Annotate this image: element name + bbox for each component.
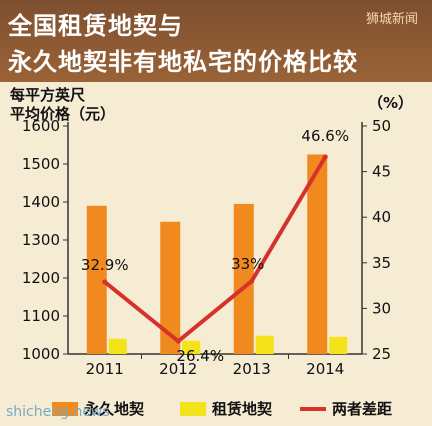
left-tick-label: 1600 <box>22 117 60 135</box>
line-gap <box>103 155 327 344</box>
title-banner: 全国租赁地契与 永久地契非有地私宅的价格比较 狮城新闻 <box>0 0 432 82</box>
chart-title-line-1: 全国租赁地契与 <box>8 12 183 40</box>
bar-leasehold <box>255 335 274 354</box>
legend-label-leasehold: 租赁地契 <box>212 400 273 418</box>
x-tick-label: 2014 <box>306 360 344 378</box>
right-tick-label: 45 <box>372 163 391 181</box>
left-tick-label: 1300 <box>22 231 60 249</box>
left-axis-label: 每平方英尺 平均价格（元） <box>10 86 115 124</box>
bar-freehold <box>307 154 328 354</box>
line-point-gap <box>175 338 181 344</box>
bar-freehold <box>160 221 181 354</box>
x-tick-label: 2011 <box>86 360 124 378</box>
legend-swatch-freehold <box>52 401 78 416</box>
chart-title-line-2: 永久地契非有地私宅的价格比较 <box>8 48 358 76</box>
data-label-gap: 32.9% <box>81 256 129 274</box>
data-label-gap: 26.4% <box>176 347 224 365</box>
legend-item-freehold: 永久地契 <box>52 398 144 419</box>
site-watermark: shicheng.news <box>6 404 110 420</box>
line-point-gap <box>102 279 108 285</box>
legend-swatch-leasehold <box>180 401 206 416</box>
right-tick-label: 50 <box>372 117 391 135</box>
right-axis-label: （%） <box>368 94 414 112</box>
legend-label-gap: 两者差距 <box>332 400 393 418</box>
right-tick-label: 30 <box>372 299 391 317</box>
left-axis-label-text: 每平方英尺 平均价格（元） <box>10 86 116 123</box>
line-point-gap <box>249 278 255 284</box>
data-label-gap: 46.6% <box>301 127 349 145</box>
legend-label-freehold: 永久地契 <box>84 400 145 418</box>
bar-leasehold <box>108 338 127 354</box>
bar-freehold <box>233 203 254 354</box>
legend: 永久地契 租赁地契 两者差距 <box>0 394 432 424</box>
chart-plot: 1000 1100 1200 1300 1400 1500 1600 25 30 35 40 45 50… <box>22 117 391 378</box>
right-tick-label: 25 <box>372 345 391 363</box>
legend-item-leasehold: 租赁地契 <box>180 398 272 419</box>
x-tick-label: 2013 <box>233 360 271 378</box>
line-point-gap <box>322 154 328 160</box>
left-tick-label: 1100 <box>22 307 60 325</box>
left-tick-label: 1400 <box>22 193 60 211</box>
data-label-gap: 33% <box>231 255 264 273</box>
bar-freehold <box>86 205 107 354</box>
legend-item-gap: 两者差距 <box>300 398 392 419</box>
bar-leasehold <box>329 336 348 354</box>
left-tick-label: 1200 <box>22 269 60 287</box>
bar-leasehold <box>182 340 201 354</box>
legend-swatch-gap <box>300 406 326 411</box>
x-tick-label: 2012 <box>159 360 197 378</box>
right-tick-label: 40 <box>372 208 391 226</box>
left-tick-label: 1500 <box>22 155 60 173</box>
watermark: 狮城新闻 <box>365 12 418 27</box>
left-tick-label: 1000 <box>22 345 60 363</box>
right-tick-label: 35 <box>372 254 391 272</box>
